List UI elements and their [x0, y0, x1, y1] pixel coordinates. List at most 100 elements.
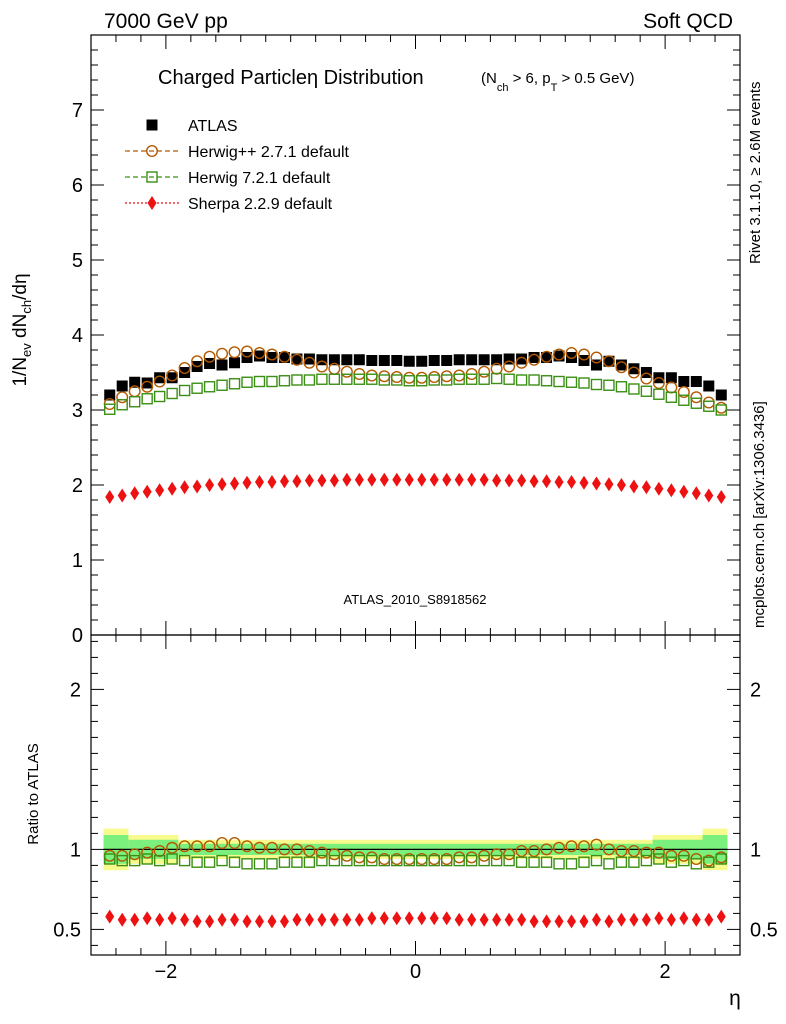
data-point — [403, 355, 415, 367]
ratio-point — [602, 843, 615, 856]
data-point — [291, 374, 303, 386]
data-point — [442, 472, 452, 487]
ratio-point — [342, 912, 352, 927]
ratio-point — [104, 853, 116, 865]
ratio-point — [191, 856, 203, 868]
data-point — [403, 371, 416, 384]
ratio-point — [565, 858, 578, 870]
y-tick-label: 5 — [72, 250, 83, 272]
data-point — [441, 374, 453, 386]
ratio-point — [217, 912, 227, 927]
ratio-point — [654, 911, 664, 926]
ratio-point — [141, 853, 153, 865]
data-point — [478, 365, 491, 378]
data-point — [703, 380, 715, 392]
data-point — [602, 355, 615, 368]
data-point — [203, 381, 216, 393]
data-point — [216, 359, 228, 371]
data-point — [665, 391, 678, 403]
ratio-point — [128, 854, 141, 867]
ratio-point — [690, 858, 703, 870]
ratio-point — [267, 914, 277, 929]
data-point — [216, 379, 228, 391]
ratio-point — [579, 914, 589, 929]
data-point — [304, 473, 314, 488]
data-point — [515, 374, 528, 386]
ratio-point — [392, 911, 402, 926]
data-point — [142, 484, 152, 499]
ratio-point — [203, 840, 216, 853]
data-point — [230, 476, 240, 491]
ratio-point — [528, 856, 540, 868]
ratio-series-sherpa-2-2-9-default — [105, 909, 726, 929]
data-point — [702, 396, 715, 409]
ratio-point — [404, 911, 414, 926]
data-point — [404, 472, 414, 487]
data-point — [615, 361, 628, 374]
ratio-point — [315, 846, 328, 859]
category-label: Soft QCD — [643, 10, 733, 33]
data-point — [565, 376, 578, 388]
data-point — [453, 373, 465, 385]
ratio-point — [553, 858, 565, 870]
data-point — [577, 348, 590, 361]
ratio-point — [265, 841, 278, 854]
data-point — [153, 375, 166, 388]
data-point — [278, 375, 291, 387]
ratio-point — [153, 854, 166, 867]
data-point — [241, 345, 254, 358]
ratio-point — [328, 854, 341, 867]
data-point — [453, 354, 465, 366]
ratio-point — [216, 854, 228, 867]
ratio-point — [715, 853, 727, 865]
ratio-point — [242, 914, 252, 929]
ratio-point — [341, 854, 353, 867]
legend: ATLAS Herwig++ 2.7.1 default Herwig 7.2.1 … — [125, 118, 350, 213]
ratio-point — [640, 846, 653, 859]
data-point — [429, 472, 439, 487]
ratio-y-tick-label-right: 1 — [750, 839, 761, 861]
series-sherpa-2-2-9-default — [105, 472, 726, 504]
data-point — [591, 476, 601, 491]
data-point — [665, 381, 678, 394]
data-point — [528, 353, 541, 366]
data-point — [541, 352, 553, 363]
data-point — [567, 475, 577, 489]
legend-entry-herwig-7-2-1-default: Herwig 7.2.1 default — [125, 170, 331, 187]
data-point — [590, 351, 603, 364]
ratio-point — [205, 914, 215, 929]
data-point — [129, 376, 141, 388]
rivet-version-label: Rivet 3.1.10, ≥ 2.6M events — [747, 82, 764, 265]
data-point — [553, 350, 565, 362]
data-point — [354, 472, 364, 487]
data-point — [441, 355, 453, 366]
data-point — [105, 490, 115, 504]
data-point — [565, 347, 578, 360]
data-point — [241, 376, 253, 388]
data-point — [367, 472, 377, 487]
ratio-point — [454, 912, 464, 927]
ratio-point — [354, 912, 364, 927]
data-point — [428, 374, 440, 386]
ratio-point — [504, 912, 514, 927]
data-point — [504, 473, 514, 488]
ratio-series-layer — [103, 837, 728, 929]
legend-label: Herwig++ 2.7.1 default — [188, 144, 350, 161]
data-point — [178, 362, 191, 375]
data-point — [628, 363, 640, 375]
ratio-point — [577, 840, 590, 853]
data-point — [503, 353, 515, 365]
data-point — [478, 373, 490, 385]
ratio-point — [540, 843, 553, 856]
ratio-point — [665, 856, 678, 868]
main-series-layer — [103, 345, 728, 504]
data-point — [678, 394, 690, 406]
ratio-point — [203, 856, 216, 868]
series-herwig-7-2-1-default — [104, 372, 727, 416]
ratio-point — [490, 854, 503, 867]
data-point — [216, 347, 229, 360]
ratio-point — [278, 843, 291, 856]
ratio-point — [503, 854, 515, 867]
data-point — [715, 404, 727, 416]
ratio-point — [403, 854, 415, 867]
